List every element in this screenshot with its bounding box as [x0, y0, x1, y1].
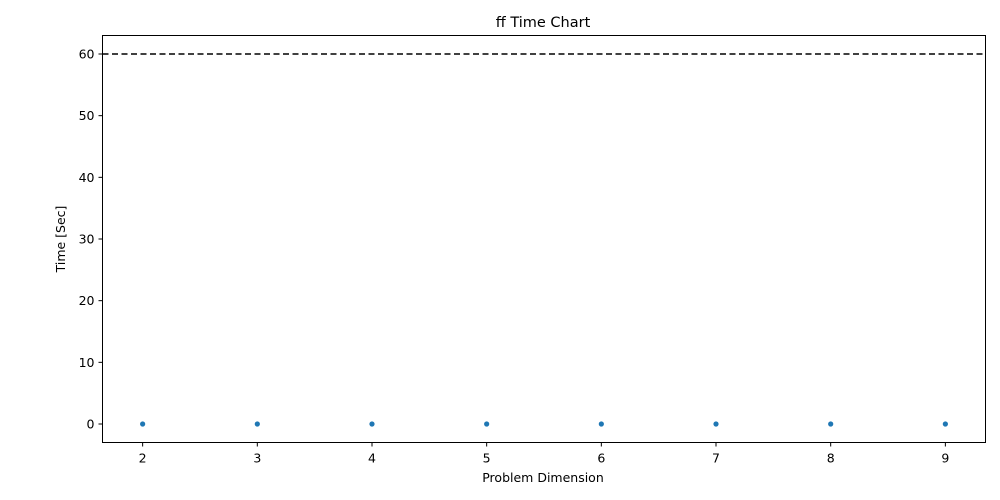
x-tick-label: 3 [253, 451, 261, 466]
y-tick-label: 10 [79, 355, 95, 370]
data-point [713, 421, 719, 427]
y-axis-label: Time [Sec] [53, 206, 68, 274]
y-axis: 0 10 20 30 40 50 60 [79, 47, 103, 432]
data-point [484, 421, 490, 427]
x-tick-label: 7 [712, 451, 720, 466]
chart-title: ff Time Chart [496, 15, 591, 31]
x-axis: 2 3 4 5 6 7 8 9 [139, 442, 949, 466]
data-point [369, 421, 375, 427]
y-tick-label: 30 [79, 232, 95, 247]
y-tick-label: 50 [79, 108, 95, 123]
x-tick-label: 6 [597, 451, 605, 466]
x-tick-label: 4 [368, 451, 376, 466]
x-tick-label: 2 [139, 451, 147, 466]
data-point [828, 421, 834, 427]
x-axis-label: Problem Dimension [482, 470, 604, 485]
y-tick-label: 40 [79, 170, 95, 185]
x-tick-label: 8 [827, 451, 835, 466]
data-point [140, 421, 146, 427]
plot-frame [102, 35, 986, 443]
x-tick-label: 9 [941, 451, 949, 466]
y-tick-label: 60 [79, 47, 95, 62]
data-points [140, 421, 948, 427]
data-point [254, 421, 260, 427]
x-tick-label: 5 [483, 451, 491, 466]
y-tick-label: 0 [87, 417, 95, 432]
y-tick-label: 20 [79, 293, 95, 308]
data-point [598, 421, 604, 427]
data-point [942, 421, 948, 427]
